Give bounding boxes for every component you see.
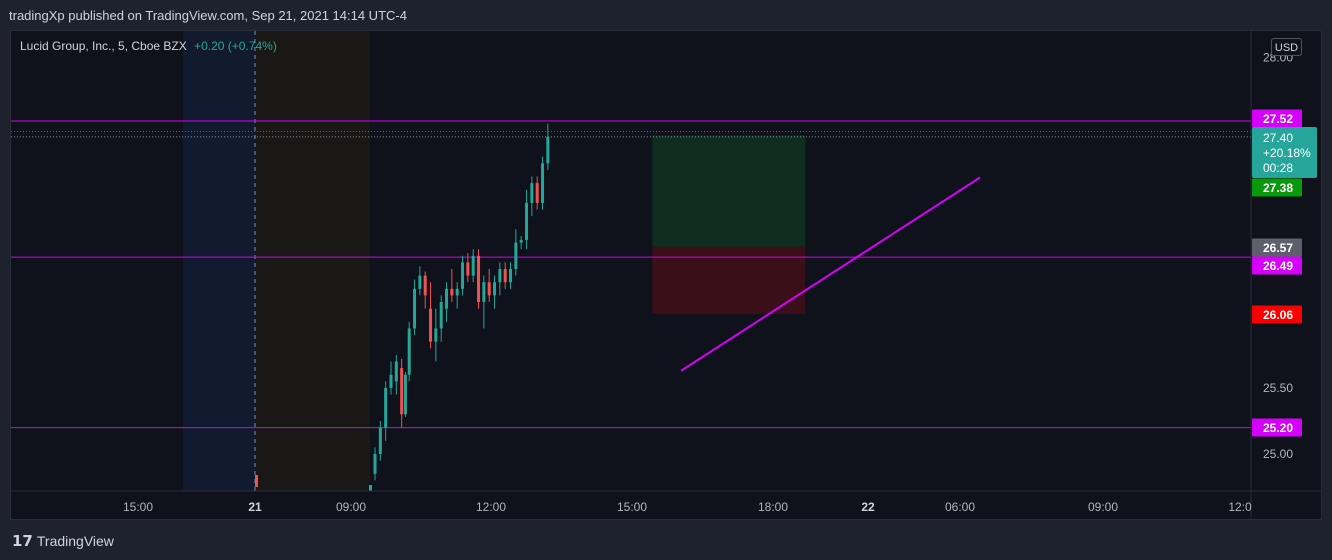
candle-body <box>400 368 404 415</box>
x-tick-label: 09:00 <box>336 500 366 514</box>
y-tick-label: 25.00 <box>1263 447 1293 461</box>
footer-bar <box>0 521 1332 560</box>
candle-body <box>378 427 382 454</box>
price-badge-line <box>1252 418 1302 437</box>
candle-body <box>407 328 411 375</box>
candle-body <box>369 485 372 491</box>
session-bg-premarket <box>183 31 255 491</box>
plot-area <box>11 31 1251 491</box>
price-badge-label: 27.38 <box>1263 181 1293 195</box>
candle-body <box>255 475 258 487</box>
long-target-zone <box>652 135 806 247</box>
candle-body <box>418 275 422 289</box>
x-tick-label: 06:00 <box>945 500 975 514</box>
candle-body <box>493 282 497 296</box>
price-badge-label: 26.57 <box>1263 241 1293 255</box>
candle-body <box>373 454 377 474</box>
candle-body <box>429 308 433 342</box>
x-tick-label: 12:00 <box>476 500 506 514</box>
candle-body <box>509 269 513 283</box>
candle-body <box>487 282 491 296</box>
currency-button[interactable]: USD <box>1271 38 1302 56</box>
candle-body <box>403 374 407 415</box>
candle-body <box>445 288 449 309</box>
candle-body <box>514 242 518 270</box>
candle-body <box>450 288 454 296</box>
candle-body <box>503 269 507 283</box>
price-badge-line <box>1252 109 1302 128</box>
x-tick-label: 09:00 <box>1088 500 1118 514</box>
last-price-value: 27.40 <box>1263 131 1293 145</box>
candle-body <box>530 183 534 203</box>
x-tick-label: 15:00 <box>123 500 153 514</box>
candle-body <box>389 374 393 388</box>
candle-body <box>535 183 539 203</box>
candle-body <box>519 239 523 243</box>
x-tick-label: 21 <box>248 500 262 514</box>
candle-body <box>394 361 398 382</box>
last-price-badge <box>1252 127 1317 178</box>
price-badge-stop <box>1252 305 1302 324</box>
price-badge-entry <box>1252 238 1302 257</box>
candle-body <box>413 288 417 329</box>
long-stop-zone <box>652 246 806 314</box>
last-price-change: +20.18% <box>1263 146 1311 160</box>
symbol-legend: Lucid Group, Inc., 5, Cboe BZX +0.20 (+0… <box>20 39 277 53</box>
y-tick-label: 25.50 <box>1263 381 1293 395</box>
candle-body <box>461 262 465 289</box>
trendline <box>680 176 981 372</box>
bar-countdown: 00:28 <box>1263 161 1293 175</box>
price-badge-label: 26.06 <box>1263 308 1293 322</box>
tradingview-logo[interactable]: 17 TradingView <box>12 532 114 550</box>
candle-body <box>477 255 481 303</box>
session-bg-overnight <box>255 31 370 491</box>
symbol-name: Lucid Group, Inc., 5, Cboe BZX <box>20 39 187 53</box>
x-tick-label: 15:00 <box>617 500 647 514</box>
symbol-change: +0.20 (+0.74%) <box>194 39 277 53</box>
candle-body <box>541 163 545 203</box>
candle-body <box>455 288 459 296</box>
candle-body <box>525 202 529 240</box>
candle-body <box>546 136 550 164</box>
candle-body <box>482 282 486 303</box>
x-tick-label: 18:00 <box>758 500 788 514</box>
price-badge-label: 27.52 <box>1263 112 1293 126</box>
price-badge-label: 26.49 <box>1263 259 1293 273</box>
candle-body <box>434 328 438 342</box>
published-info: tradingXp published on TradingView.com, … <box>9 8 407 23</box>
candle-body <box>423 275 427 296</box>
price-badge-label: 25.20 <box>1263 421 1293 435</box>
price-badge-target <box>1252 178 1302 197</box>
x-tick-label: 12:0 <box>1228 500 1252 514</box>
tradingview-logo-icon: 17 <box>12 532 33 550</box>
tradingview-brand: TradingView <box>36 533 114 549</box>
top-bar: tradingXp published on TradingView.com, … <box>0 0 1332 30</box>
candle-body <box>384 387 388 428</box>
candle-body <box>498 269 502 283</box>
candle-body <box>471 255 475 276</box>
price-badge-line <box>1252 256 1302 275</box>
candle-body <box>439 302 443 329</box>
x-tick-label: 22 <box>861 500 875 514</box>
candle-body <box>466 262 470 276</box>
